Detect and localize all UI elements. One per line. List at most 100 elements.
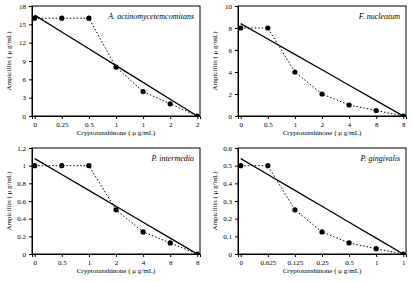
- panel: 00.10.20.30.40.50.600.6250.1250.250.511P…: [211, 145, 407, 275]
- y-tick-label: 0.6: [223, 145, 232, 153]
- y-tick-mark: [235, 166, 238, 167]
- plot-frame: [32, 6, 200, 116]
- x-tick-mark: [295, 116, 296, 119]
- panel-title: F. nucleatum: [358, 12, 400, 21]
- y-tick-mark: [29, 79, 32, 80]
- plot-frame: [238, 6, 406, 116]
- x-axis-line: [33, 117, 201, 120]
- y-axis-title: Ampicillin ( μ g/mL): [5, 171, 13, 231]
- y-tick-label: 0: [229, 251, 233, 259]
- x-tick-mark: [197, 116, 198, 119]
- y-tick-mark: [29, 148, 32, 149]
- y-tick: 0: [23, 251, 33, 259]
- x-tick-label: 2: [196, 121, 200, 129]
- y-tick: 0.6: [17, 198, 32, 206]
- x-axis: 00.512488: [239, 116, 407, 129]
- x-tick: 2: [169, 116, 173, 129]
- y-tick-label: 1.2: [17, 145, 26, 153]
- figure: 036912151800.250.51122A. actinomycetemco…: [0, 0, 413, 282]
- data-point: [292, 207, 297, 212]
- y-axis: 0369121518: [19, 3, 33, 121]
- panel-title: P. intermedia: [150, 154, 194, 163]
- y-tick-label: 3: [23, 94, 27, 102]
- y-tick-label: 4: [229, 69, 233, 77]
- y-axis: 0246810: [225, 3, 239, 121]
- x-tick: 0.25: [316, 254, 329, 267]
- x-tick-mark: [116, 116, 117, 119]
- x-tick-mark: [197, 254, 198, 257]
- x-axis-title: Cryptotanshinone ( μ g/mL): [283, 129, 362, 137]
- y-tick-mark: [235, 219, 238, 220]
- x-tick-mark: [116, 254, 117, 257]
- x-tick-label: 1: [375, 259, 379, 267]
- y-tick: 0.2: [17, 233, 32, 241]
- x-tick: 8: [402, 116, 406, 129]
- x-tick-label: 8: [402, 121, 406, 129]
- y-tick-label: 12: [19, 39, 27, 47]
- data-point: [319, 229, 324, 234]
- x-tick: 2: [321, 116, 325, 129]
- y-tick: 2: [229, 91, 239, 99]
- y-axis: 00.20.40.60.811.2: [17, 145, 32, 259]
- y-tick: 0: [23, 113, 33, 121]
- x-tick-label: 4: [348, 121, 352, 129]
- y-tick-label: 9: [23, 58, 27, 66]
- x-tick-label: 0: [33, 121, 37, 129]
- y-tick-mark: [235, 236, 238, 237]
- x-tick-label: 0: [239, 259, 243, 267]
- x-tick-label: 0.5: [264, 121, 273, 129]
- panel-title: A. actinomycetemcomitans: [107, 12, 194, 21]
- x-tick-mark: [62, 116, 63, 119]
- y-tick-mark: [29, 43, 32, 44]
- x-axis: 00.6250.1250.250.511: [239, 254, 407, 267]
- y-tick: 15: [19, 21, 32, 29]
- x-tick: 0.125: [288, 254, 304, 267]
- y-tick: 0.2: [223, 215, 238, 223]
- y-tick-mark: [235, 116, 238, 117]
- y-tick: 12: [19, 39, 32, 47]
- y-tick-label: 0: [23, 251, 27, 259]
- y-tick-label: 0: [229, 113, 233, 121]
- y-tick-label: 0.1: [223, 233, 232, 241]
- data-point: [140, 89, 145, 94]
- x-tick: 0.25: [56, 116, 69, 129]
- x-tick-mark: [170, 116, 171, 119]
- x-axis-line: [33, 255, 201, 258]
- y-tick-label: 0.4: [17, 215, 26, 223]
- y-axis-line: [29, 7, 33, 117]
- y-tick: 0: [229, 113, 239, 121]
- data-point: [86, 163, 91, 168]
- y-tick-mark: [235, 50, 238, 51]
- series-line: [241, 166, 404, 254]
- panel: 00.20.40.60.811.200.512488P. intermediaC…: [5, 145, 201, 275]
- y-tick-label: 15: [19, 21, 27, 29]
- y-tick-label: 0.5: [223, 162, 232, 170]
- data-point: [346, 102, 351, 107]
- y-tick-mark: [29, 24, 32, 25]
- x-tick: 8: [375, 116, 379, 129]
- y-tick-label: 0.3: [223, 198, 232, 206]
- plot-data: [238, 24, 406, 116]
- x-tick-mark: [62, 254, 63, 257]
- y-tick-label: 0.2: [223, 215, 232, 223]
- x-tick-mark: [268, 254, 269, 257]
- y-tick-mark: [235, 254, 238, 255]
- data-point: [346, 240, 351, 245]
- y-tick: 4: [229, 69, 239, 77]
- y-tick-mark: [235, 6, 238, 7]
- x-tick-label: 0.5: [58, 259, 67, 267]
- x-tick-mark: [143, 116, 144, 119]
- y-axis-title: Ampicillin ( μ g/mL): [5, 31, 13, 91]
- plot-data: [32, 15, 200, 116]
- y-tick: 0.4: [223, 180, 238, 188]
- x-tick: 0: [33, 254, 37, 267]
- x-tick-mark: [268, 116, 269, 119]
- y-axis-line: [235, 7, 239, 117]
- x-axis: 00.250.51122: [33, 116, 201, 129]
- x-tick: 1: [375, 254, 379, 267]
- y-tick-mark: [29, 219, 32, 220]
- x-tick-label: 2: [115, 259, 119, 267]
- y-tick-mark: [235, 201, 238, 202]
- series-line: [241, 159, 404, 254]
- y-tick-label: 8: [229, 25, 233, 33]
